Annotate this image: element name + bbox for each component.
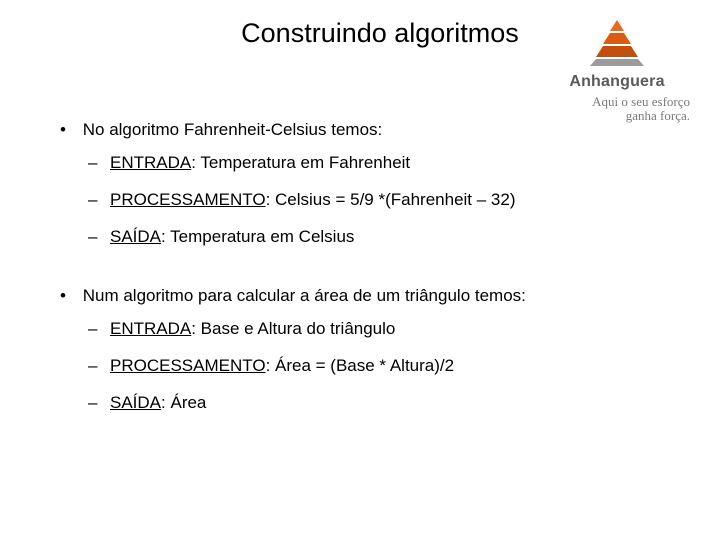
sub-item: – SAÍDA: Temperatura em Celsius [88, 226, 660, 249]
sub-item: – ENTRADA: Base e Altura do triângulo [88, 318, 660, 341]
dash-marker: – [88, 355, 97, 378]
bullet-marker: • [60, 119, 78, 142]
bullet-2-sublist: – ENTRADA: Base e Altura do triângulo – … [60, 318, 660, 415]
logo-tagline: Aqui o seu esforço ganha força. [542, 95, 692, 124]
dash-marker: – [88, 226, 97, 249]
sub-rest: : Área [161, 393, 206, 412]
sub-prefix: ENTRADA [110, 153, 191, 172]
sub-rest: : Temperatura em Celsius [161, 227, 354, 246]
content-body: • No algoritmo Fahrenheit-Celsius temos:… [60, 119, 660, 415]
dash-marker: – [88, 318, 97, 341]
tagline-line-2: ganha força. [626, 108, 690, 123]
sub-item: – SAÍDA: Área [88, 392, 660, 415]
logo-block: Anhanguera Aqui o seu esforço ganha forç… [542, 20, 692, 124]
sub-prefix: PROCESSAMENTO [110, 190, 266, 209]
sub-item: – PROCESSAMENTO: Celsius = 5/9 *(Fahrenh… [88, 189, 660, 212]
logo-triangle-icon [590, 20, 644, 71]
sub-prefix: ENTRADA [110, 319, 191, 338]
logo-name: Anhanguera [542, 73, 692, 91]
bullet-2-text: Num algoritmo para calcular a área de um… [83, 286, 526, 305]
sub-prefix: SAÍDA [110, 393, 161, 412]
dash-marker: – [88, 392, 97, 415]
bullet-1-text: No algoritmo Fahrenheit-Celsius temos: [83, 120, 383, 139]
spacer [60, 263, 660, 285]
tagline-line-1: Aqui o seu esforço [592, 94, 690, 109]
bullet-1-sublist: – ENTRADA: Temperatura em Fahrenheit – P… [60, 152, 660, 249]
bullet-2: • Num algoritmo para calcular a área de … [60, 285, 660, 415]
sub-rest: : Temperatura em Fahrenheit [191, 153, 410, 172]
bullet-marker: • [60, 285, 78, 308]
sub-rest: : Celsius = 5/9 *(Fahrenheit – 32) [266, 190, 516, 209]
sub-prefix: SAÍDA [110, 227, 161, 246]
dash-marker: – [88, 152, 97, 175]
slide: Construindo algoritmos Anhanguera Aqui o… [0, 0, 720, 540]
sub-prefix: PROCESSAMENTO [110, 356, 266, 375]
bullet-1: • No algoritmo Fahrenheit-Celsius temos:… [60, 119, 660, 249]
sub-item: – ENTRADA: Temperatura em Fahrenheit [88, 152, 660, 175]
dash-marker: – [88, 189, 97, 212]
sub-item: – PROCESSAMENTO: Área = (Base * Altura)/… [88, 355, 660, 378]
sub-rest: : Área = (Base * Altura)/2 [266, 356, 455, 375]
sub-rest: : Base e Altura do triângulo [191, 319, 395, 338]
